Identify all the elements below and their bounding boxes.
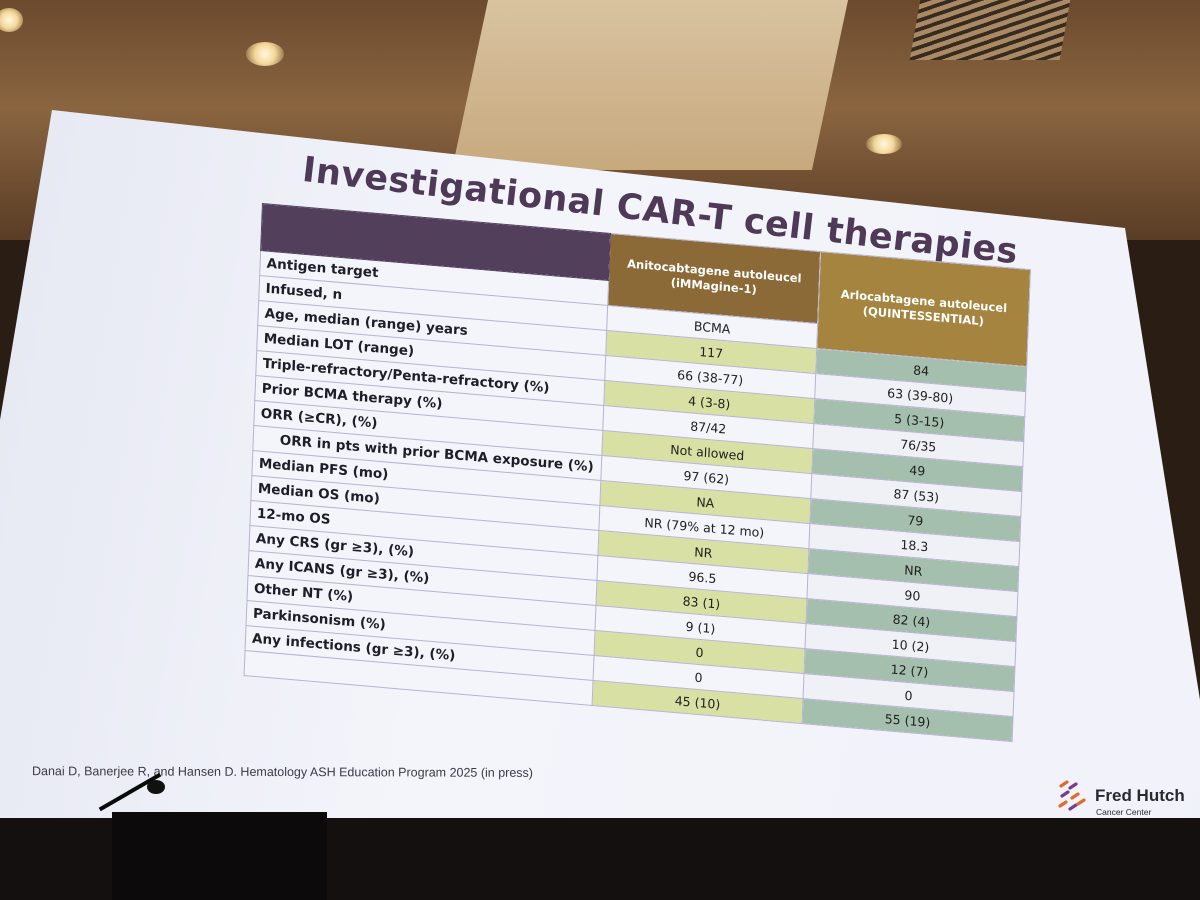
therapy-table: Anitocabtagene autoleucel (iMMagine-1) A… xyxy=(244,203,1031,742)
microphone-icon xyxy=(147,780,165,794)
fred-hutch-logo: Fred Hutch Cancer Center xyxy=(1058,780,1185,820)
ceiling-light xyxy=(866,134,902,154)
therapy-table-container: Anitocabtagene autoleucel (iMMagine-1) A… xyxy=(244,203,1031,742)
fred-hutch-logo-icon xyxy=(1058,780,1086,811)
ceiling-light xyxy=(246,42,284,66)
citation: Danai D, Banerjee R, and Hansen D. Hemat… xyxy=(31,764,533,780)
logo-name: Fred Hutch xyxy=(1095,786,1185,805)
logo-subtitle: Cancer Center xyxy=(1096,807,1152,817)
header-arlocabtagene: Arlocabtagene autoleucel (QUINTESSENTIAL… xyxy=(816,251,1031,367)
podium xyxy=(112,812,327,900)
ceiling-light xyxy=(0,8,23,32)
